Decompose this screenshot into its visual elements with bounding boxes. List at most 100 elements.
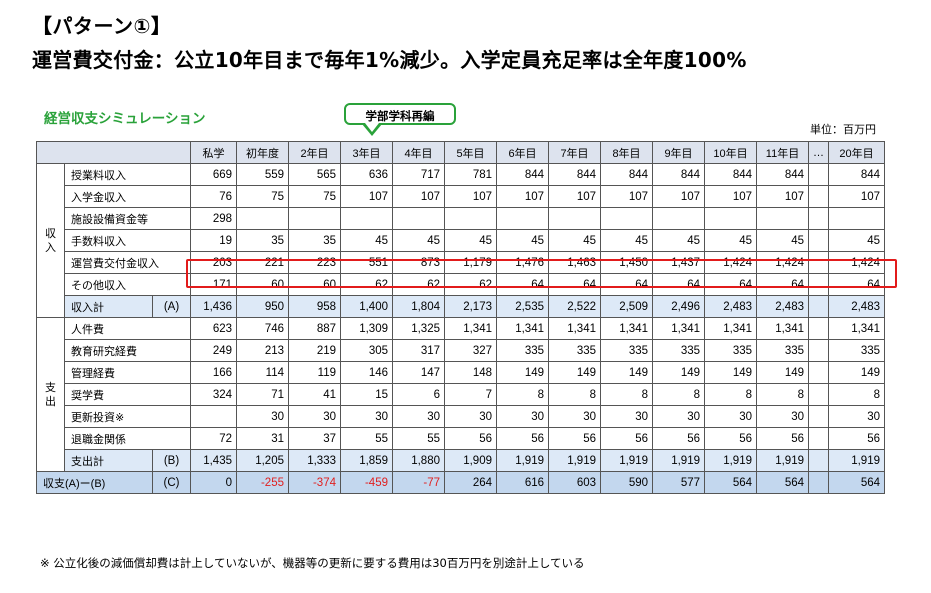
value-cell: 45 [548,229,601,252]
value-cell: 56 [548,427,601,450]
value-cell: 844 [600,163,653,186]
value-cell [444,207,497,230]
value-cell: 147 [392,361,445,384]
value-cell: -255 [236,471,289,494]
value-cell [600,207,653,230]
value-cell: 0 [190,471,237,494]
value-cell [808,383,829,406]
value-cell [808,471,829,494]
value-cell: -374 [288,471,341,494]
value-cell: 1,341 [756,317,809,340]
column-header: 9年目 [652,141,705,164]
value-cell: 1,919 [496,449,549,472]
value-cell [808,295,829,318]
footnote: ※ 公立化後の減価償却費は計上していないが、機器等の更新に要する費用は30百万円… [40,556,585,570]
value-cell: 114 [236,361,289,384]
value-cell: 8 [756,383,809,406]
value-cell: 41 [288,383,341,406]
value-cell: 305 [340,339,393,362]
value-cell [808,449,829,472]
row-label: 手数料収入 [64,229,191,252]
value-cell: -77 [392,471,445,494]
value-cell: 844 [652,163,705,186]
value-cell: 30 [496,405,549,428]
expense-section-label: 支出 [36,317,65,472]
value-cell: 30 [652,405,705,428]
row-label: 授業料収入 [64,163,191,186]
value-cell: 1,919 [652,449,705,472]
value-cell: 1,341 [496,317,549,340]
value-cell: 107 [392,185,445,208]
value-cell: 107 [828,185,885,208]
value-cell: 335 [756,339,809,362]
expense-total-row: 支出計 (B) 1,435 1,205 1,333 1,859 1,880 1,909 1,91… [37,449,885,472]
value-cell: 149 [496,361,549,384]
value-cell: 45 [756,229,809,252]
value-cell: 746 [236,317,289,340]
value-cell: 565 [288,163,341,186]
value-cell: 107 [704,185,757,208]
row-label: 管理経費 [64,361,191,384]
value-cell [652,207,705,230]
value-cell: 950 [236,295,289,318]
value-cell: 1,919 [756,449,809,472]
row-label: 施設設備資金等 [64,207,191,230]
side-char: 入 [45,241,56,254]
value-cell: 2,173 [444,295,497,318]
value-cell: 107 [340,185,393,208]
value-cell [704,207,757,230]
value-cell: 8 [828,383,885,406]
row-label: 支出計 [64,449,153,472]
value-cell: 564 [704,471,757,494]
column-header: 2年目 [288,141,341,164]
value-cell: 2,483 [756,295,809,318]
side-char: 収 [45,227,56,240]
value-cell: 1,333 [288,449,341,472]
value-cell: 166 [190,361,237,384]
value-cell: 317 [392,339,445,362]
value-cell: 30 [236,405,289,428]
value-cell: 8 [496,383,549,406]
value-cell [190,405,237,428]
value-cell: 45 [444,229,497,252]
value-cell: 1,436 [190,295,237,318]
column-header: 20年目 [828,141,885,164]
value-cell: 107 [600,185,653,208]
value-cell: 56 [704,427,757,450]
column-header: 11年目 [756,141,809,164]
value-cell: 30 [828,405,885,428]
value-cell: 844 [756,163,809,186]
value-cell: 45 [496,229,549,252]
value-cell: 45 [704,229,757,252]
value-cell: 71 [236,383,289,406]
row-tag: (A) [152,295,191,318]
row-label: 人件費 [64,317,191,340]
value-cell [808,317,829,340]
value-cell [392,207,445,230]
row-label: その他収入 [64,273,191,296]
value-cell: 249 [190,339,237,362]
value-cell: 55 [392,427,445,450]
value-cell: 213 [236,339,289,362]
value-cell [808,207,829,230]
value-cell: 844 [828,163,885,186]
value-cell: 30 [288,405,341,428]
value-cell: 781 [444,163,497,186]
value-cell: 8 [652,383,705,406]
value-cell: 30 [548,405,601,428]
value-cell: 107 [548,185,601,208]
value-cell: 8 [600,383,653,406]
value-cell: 149 [548,361,601,384]
simulation-table: 私学 初年度 2年目 3年目 4年目 5年目 6年目 7年目 8年目 9年目 10年目 11年目… 20… [36,141,885,494]
grant-highlight-box [186,259,897,288]
value-cell [808,405,829,428]
value-cell: 35 [236,229,289,252]
income-row: 収入授業料収入 669 559 565 636 717 781 844 844 844 844 844… [36,163,885,318]
simulation-label: 経営収支シミュレーション [44,111,206,127]
value-cell: 2,509 [600,295,653,318]
value-cell: 2,483 [828,295,885,318]
value-cell: 335 [828,339,885,362]
value-cell: 2,522 [548,295,601,318]
column-header: 7年目 [548,141,601,164]
value-cell: 45 [392,229,445,252]
